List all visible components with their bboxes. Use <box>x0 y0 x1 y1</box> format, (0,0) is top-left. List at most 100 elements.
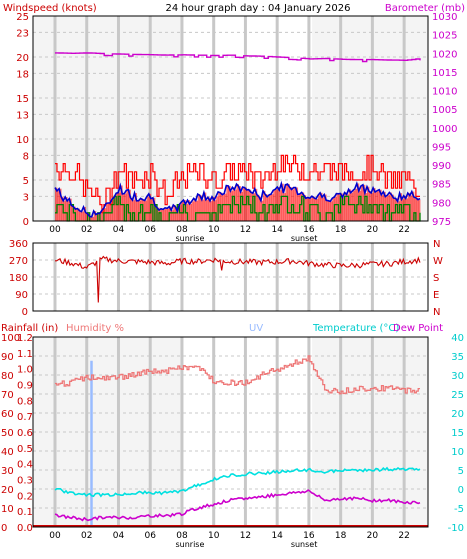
wind-fill-bar <box>395 198 398 221</box>
wind-fill-bar <box>334 196 337 221</box>
y2-tick-label: 975 <box>432 217 451 228</box>
rainfall-tick-label: 0.1 <box>17 507 33 518</box>
x-tick-label: 00 <box>49 531 61 541</box>
wind-fill-bar <box>332 198 335 221</box>
wind-fill-bar <box>387 195 390 221</box>
wind-fill-bar <box>222 194 225 221</box>
wind-fill-bar <box>130 197 133 221</box>
wind-fill-bar <box>103 208 107 221</box>
wind-fill-bar <box>415 197 419 221</box>
rainfall-axis-title: Rainfall (in) <box>1 323 58 334</box>
rainfall-tick-label: 0.6 <box>17 428 33 439</box>
wind-fill-bar <box>318 195 321 221</box>
panel-frame <box>32 15 429 222</box>
humidity-tick-label: 80 <box>1 371 14 382</box>
x-tick-label: 04 <box>113 531 125 541</box>
humidity-tick-label: 60 <box>1 409 14 420</box>
temperature-tick-label: 15 <box>451 428 464 439</box>
wind-fill-bar <box>177 204 180 221</box>
panel-frame <box>32 336 429 528</box>
wind-fill-bar <box>201 199 205 221</box>
wind-fill-bar <box>269 194 272 221</box>
rainfall-tick-label: 0.9 <box>17 381 33 392</box>
wind-fill-bar <box>364 192 368 221</box>
wind-fill-bar <box>326 200 329 221</box>
wind-fill-bar <box>214 200 217 221</box>
wind-fill-bar <box>150 198 154 221</box>
wind-fill-bar <box>260 200 264 221</box>
wind-fill-bar <box>193 198 197 221</box>
wind-fill-bar <box>301 192 305 221</box>
wind-fill-bar <box>250 192 254 221</box>
wind-fill-bar <box>67 200 70 221</box>
wind-fill-bar <box>77 208 80 221</box>
wind-fill-bar <box>203 192 207 221</box>
wind-fill-bar <box>405 198 409 221</box>
wind-fill-bar <box>120 185 123 221</box>
humidity-tick-label: 10 <box>1 504 14 515</box>
wind-fill-bar <box>158 210 162 221</box>
wind-fill-bar <box>252 193 256 221</box>
wind-fill-bar <box>281 183 284 221</box>
wind-fill-bar <box>330 201 333 221</box>
wind-fill-bar <box>230 191 233 221</box>
minimum-wind-line <box>55 195 421 222</box>
wind-fill-bar <box>254 188 258 221</box>
wind-fill-bar <box>311 196 315 221</box>
y-tick-label: 180 <box>9 273 28 284</box>
wind-fill-bar <box>95 214 99 221</box>
wind-fill-bar <box>132 200 135 221</box>
wind-fill-bar <box>199 195 203 221</box>
y2-tick-label: 1025 <box>432 31 457 42</box>
average-wind-line <box>54 180 421 218</box>
uv-axis-title: UV <box>249 323 263 334</box>
wind-fill-bar <box>226 185 229 221</box>
x-tick-label: 14 <box>271 531 283 541</box>
wind-fill-bar <box>287 184 290 221</box>
wind-fill-bar <box>140 198 144 221</box>
temperature-tick-label: 30 <box>451 371 464 382</box>
wind-fill-bar <box>152 197 156 221</box>
wind-fill-bar <box>299 194 303 221</box>
wind-fill-bar <box>124 193 127 221</box>
wind-fill-bar <box>154 204 158 221</box>
wind-fill-bar <box>79 210 82 221</box>
wind-fill-bar <box>134 193 137 221</box>
wind-fill-bar <box>417 199 421 221</box>
x-tick-label: 00 <box>49 225 61 235</box>
y2-tick-label: 1015 <box>432 68 457 79</box>
x-tick-label: 16 <box>303 225 315 235</box>
wind-fill-bar <box>297 194 301 221</box>
temperature-tick-label: 40 <box>451 333 464 344</box>
wind-fill-bar <box>112 199 115 221</box>
sunrise-label: sunrise <box>175 234 204 243</box>
wind-fill-bar <box>69 198 72 221</box>
wind-fill-bar <box>118 192 121 221</box>
x-tick-label: 02 <box>81 531 92 541</box>
humidity-tick-label: 100 <box>1 333 20 344</box>
x-tick-label: 10 <box>208 531 220 541</box>
wind-fill-bar <box>354 188 358 221</box>
rainfall-tick-label: 0.4 <box>17 460 33 471</box>
compass-label: N <box>433 239 440 250</box>
temperature-tick-label: -5 <box>454 504 464 515</box>
x-tick-label: 12 <box>240 531 251 541</box>
wind-fill-bar <box>61 196 64 221</box>
y-tick-label: 23 <box>16 28 29 39</box>
wind-fill-bar <box>246 189 250 221</box>
compass-label: E <box>433 290 439 301</box>
humidity-tick-label: 70 <box>1 390 14 401</box>
y-tick-label: 0 <box>22 307 28 318</box>
wind-fill-bar <box>411 191 415 221</box>
wind-fill-bar <box>350 192 354 221</box>
wind-fill-bar <box>238 186 241 221</box>
rainfall-tick-label: 0.3 <box>17 476 33 487</box>
gust-line <box>55 154 420 214</box>
wind-fill-bar <box>303 195 307 221</box>
wind-fill-bar <box>114 196 117 221</box>
wind-fill-bar <box>116 193 119 221</box>
y-tick-label: 10 <box>16 135 29 146</box>
wind-fill-bar <box>205 199 209 221</box>
rainfall-tick-label: 0.8 <box>17 396 33 407</box>
wind-fill-bar <box>409 195 413 221</box>
